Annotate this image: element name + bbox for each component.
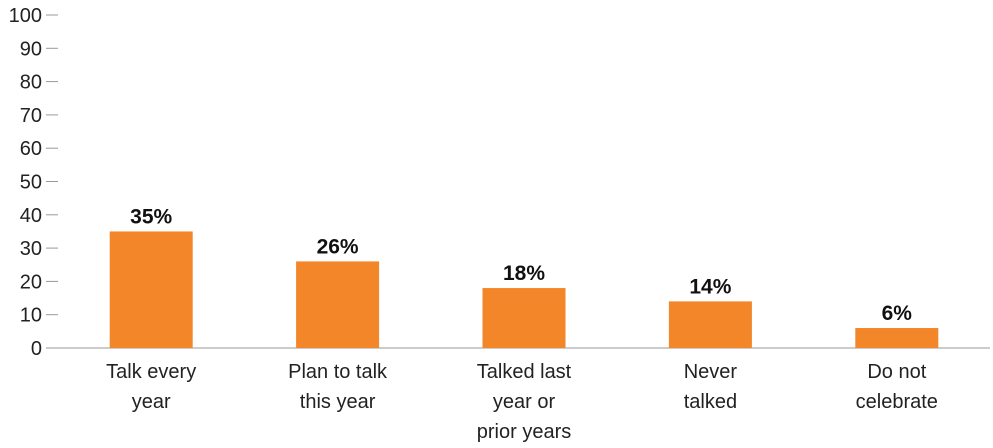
category-label: Plan to talk this year [288,361,388,413]
category-label-line: talked [684,391,737,413]
data-label: 35% [130,205,172,228]
data-label: 26% [317,235,359,258]
y-tick-label: 70 [20,105,42,127]
bar [482,288,566,348]
data-label: 14% [689,275,731,298]
category-label: Never talked [684,361,738,413]
data-label: 6% [882,302,913,325]
y-tick-label: 100 [9,5,42,27]
category-label: Talk every year [106,361,196,413]
category-label: Do not celebrate [856,361,938,413]
y-tick-label: 10 [20,305,42,327]
y-tick-label: 0 [31,338,42,360]
category-label-line: Talk every [106,361,196,383]
category-label: Talked last year or prior years [477,361,572,443]
category-label-line: year [132,391,171,413]
bar [109,231,193,348]
data-label: 18% [503,262,545,285]
category-label-line: celebrate [856,391,938,413]
y-axis: 0 10 20 30 40 50 60 70 80 90 100 [9,5,58,360]
category-label-line: prior years [477,421,571,443]
y-tick-label: 40 [20,205,42,227]
category-label-line: Talked last [477,361,572,383]
y-tick-label: 60 [20,138,42,160]
category-label-line: Do not [867,361,926,383]
data-labels: 35% 26% 18% 14% 6% [130,205,912,325]
category-label-line: Never [684,361,738,383]
category-label-line: Plan to talk [288,361,388,383]
y-tick-label: 50 [20,172,42,194]
category-label-line: this year [300,391,376,413]
y-tick-label: 80 [20,72,42,94]
bar [296,261,380,348]
category-labels: Talk every year Plan to talk this year Talke… [106,361,938,443]
y-tick-label: 20 [20,271,42,293]
category-label-line: year or [493,391,556,413]
bars [109,231,939,348]
y-tick-label: 30 [20,238,42,260]
bar [855,328,939,348]
bar [668,301,752,348]
y-tick-label: 90 [20,38,42,60]
